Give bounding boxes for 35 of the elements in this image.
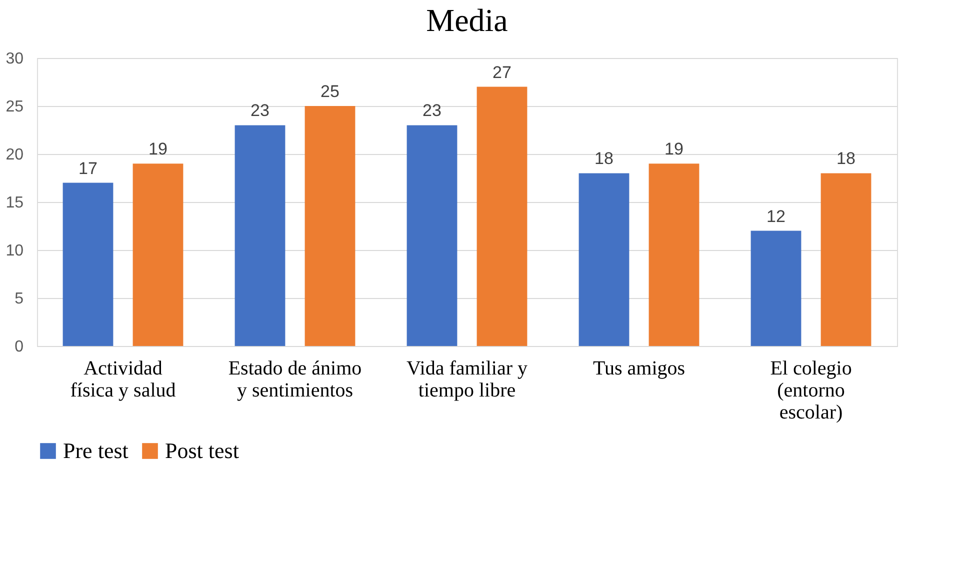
bar (820, 173, 872, 346)
x-tick-label: Vida familiar y tiempo libre (406, 358, 528, 402)
y-tick-label: 20 (6, 146, 24, 164)
data-label: 18 (836, 149, 856, 168)
y-tick-label: 10 (6, 242, 24, 260)
legend-label: Pre test (63, 438, 128, 463)
data-label: 18 (594, 149, 614, 168)
bar (234, 125, 286, 346)
y-tick-label: 0 (14, 338, 24, 356)
y-tick-label: 25 (6, 98, 24, 116)
bar (62, 182, 114, 346)
data-label: 25 (320, 82, 340, 101)
bar (304, 106, 356, 346)
y-tick-label: 5 (14, 290, 24, 308)
data-label: 12 (766, 206, 786, 226)
data-label: 23 (422, 101, 442, 120)
x-tick-label: Tus amigos (592, 358, 686, 380)
bar (406, 125, 458, 346)
legend-label: Post test (165, 438, 239, 463)
data-label: 23 (250, 101, 270, 120)
data-label: 27 (492, 62, 512, 82)
x-tick-label: Estado de ánimo y sentimientos (228, 358, 362, 402)
bar (648, 164, 700, 346)
x-tick-label: Actividad física y salud (70, 358, 176, 402)
y-tick-label: 30 (6, 50, 24, 68)
data-label: 17 (78, 158, 98, 178)
x-tick-label: El colegio (entorno escolar) (770, 358, 852, 424)
bar (578, 173, 630, 346)
chart-title: Media (426, 2, 508, 38)
data-label: 19 (664, 140, 684, 159)
data-label: 19 (148, 140, 168, 159)
bar (750, 230, 802, 346)
bar (132, 164, 184, 346)
bar (476, 86, 528, 346)
y-tick-label: 15 (6, 194, 24, 212)
